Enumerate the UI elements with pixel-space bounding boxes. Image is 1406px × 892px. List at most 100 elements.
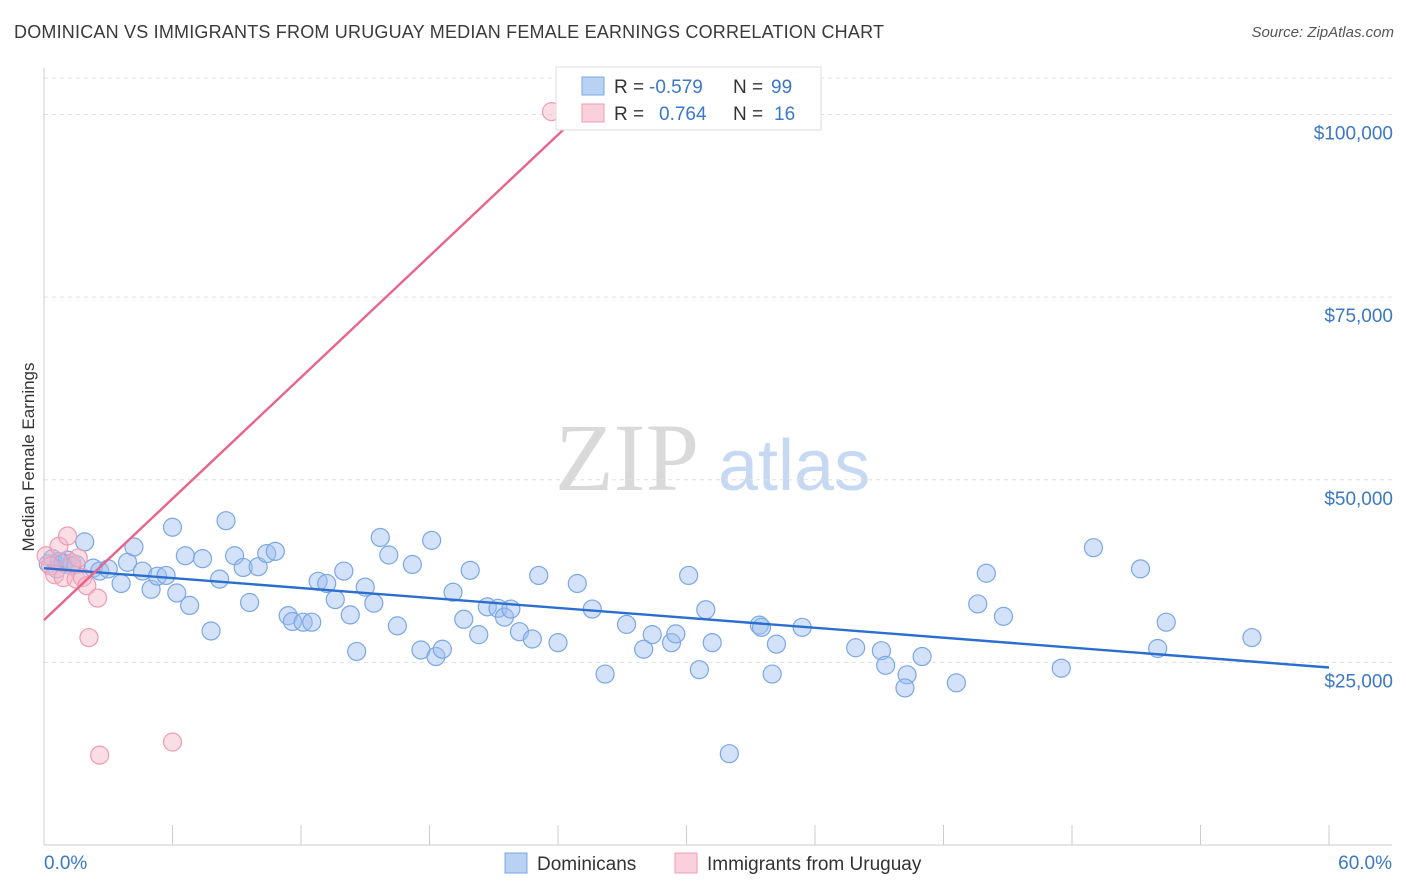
data-point [201, 621, 221, 641]
series-legend: Dominicans Immigrants from Uruguay [504, 852, 922, 875]
data-point [36, 546, 56, 566]
correlation-legend: R = -0.579 N = 99 R = 0.764 N = 16 [555, 66, 822, 131]
watermark-atlas: atlas [718, 426, 870, 506]
data-point [871, 641, 891, 661]
data-point [210, 569, 230, 589]
data-point [340, 605, 360, 625]
data-point [567, 573, 587, 594]
data-point [162, 732, 183, 752]
trend-line [43, 113, 581, 621]
data-point [460, 560, 480, 580]
legend-n-value-2: 16 [774, 104, 795, 125]
data-point [233, 557, 253, 578]
x-ticks [43, 825, 1330, 845]
data-point [62, 553, 82, 573]
legend-r-value-1: -0.579 [649, 77, 703, 98]
bottom-legend-label-uruguay: Immigrants from Uruguay [707, 854, 922, 875]
data-point [895, 678, 915, 698]
data-point [595, 664, 615, 684]
data-point [968, 594, 988, 614]
data-point [1130, 559, 1151, 579]
data-point [192, 549, 213, 569]
data-point [993, 606, 1014, 626]
data-point [175, 546, 195, 566]
data-point [364, 593, 384, 613]
data-point [762, 664, 782, 684]
data-point [90, 745, 110, 765]
data-point [240, 592, 260, 613]
data-point [443, 582, 463, 602]
data-point [719, 744, 739, 764]
trend-lines [43, 113, 1330, 669]
legend-r-label-1: R = [614, 77, 644, 98]
legend-n-label-1: N = [733, 77, 763, 98]
data-point [1156, 612, 1176, 632]
x-tick-label-min: 0.0% [44, 853, 87, 874]
data-point [642, 625, 662, 645]
series-uruguay [36, 102, 562, 765]
y-tick-labels: $25,000 $50,000 $75,000 $100,000 [1314, 124, 1393, 693]
bottom-legend-swatch-uruguay [674, 852, 698, 874]
data-point [334, 561, 354, 581]
bottom-legend-swatch-dominicans [504, 852, 528, 874]
axes [43, 68, 1392, 846]
data-point [846, 638, 866, 658]
data-point [876, 655, 896, 675]
data-point [325, 589, 345, 610]
data-point [379, 545, 399, 565]
data-point [702, 633, 722, 653]
data-point [751, 617, 772, 637]
y-tick-label: $75,000 [1324, 306, 1393, 327]
data-point [87, 588, 108, 608]
bottom-legend-label-dominicans: Dominicans [537, 854, 636, 875]
y-tick-label: $25,000 [1324, 671, 1393, 692]
data-point [454, 609, 474, 629]
data-point [216, 511, 236, 531]
data-point [696, 600, 716, 620]
data-point [912, 646, 932, 667]
data-point [1083, 538, 1104, 558]
legend-r-label-2: R = [614, 104, 644, 125]
data-point [976, 563, 996, 583]
data-point [946, 673, 966, 693]
data-point [68, 548, 88, 568]
watermark: ZIP atlas [555, 404, 870, 511]
data-point [98, 559, 118, 579]
data-point [57, 526, 78, 546]
legend-swatch-dominicans [581, 76, 605, 96]
data-point [111, 573, 131, 594]
trend-line [43, 566, 1330, 669]
data-point [634, 639, 654, 659]
data-point [422, 530, 442, 550]
data-point [124, 537, 144, 557]
data-point [426, 646, 446, 667]
data-point [40, 556, 61, 576]
data-point [387, 616, 407, 636]
legend-n-value-1: 99 [771, 77, 792, 98]
data-point [282, 611, 303, 632]
data-point [77, 576, 97, 596]
data-point [402, 554, 422, 575]
data-point [689, 660, 709, 680]
data-point [522, 629, 542, 649]
data-point [79, 627, 99, 648]
chart-title: DOMINICAN VS IMMIGRANTS FROM URUGUAY MED… [14, 22, 885, 42]
data-point [180, 595, 200, 616]
series-dominicans [38, 511, 1262, 764]
data-point [661, 633, 682, 653]
data-point [347, 641, 367, 662]
legend-r-value-2: 0.764 [659, 104, 707, 125]
data-point [317, 573, 337, 594]
y-tick-label: $50,000 [1324, 489, 1393, 510]
data-point [156, 565, 176, 586]
y-axis-label: Median Female Earnings [19, 363, 38, 552]
data-point [766, 634, 787, 654]
data-point [167, 583, 187, 603]
data-point [469, 625, 489, 645]
data-point [616, 614, 637, 634]
data-point [529, 565, 549, 586]
legend-swatch-uruguay [581, 103, 605, 123]
data-point [1051, 658, 1071, 678]
watermark-zip: ZIP [555, 404, 699, 511]
